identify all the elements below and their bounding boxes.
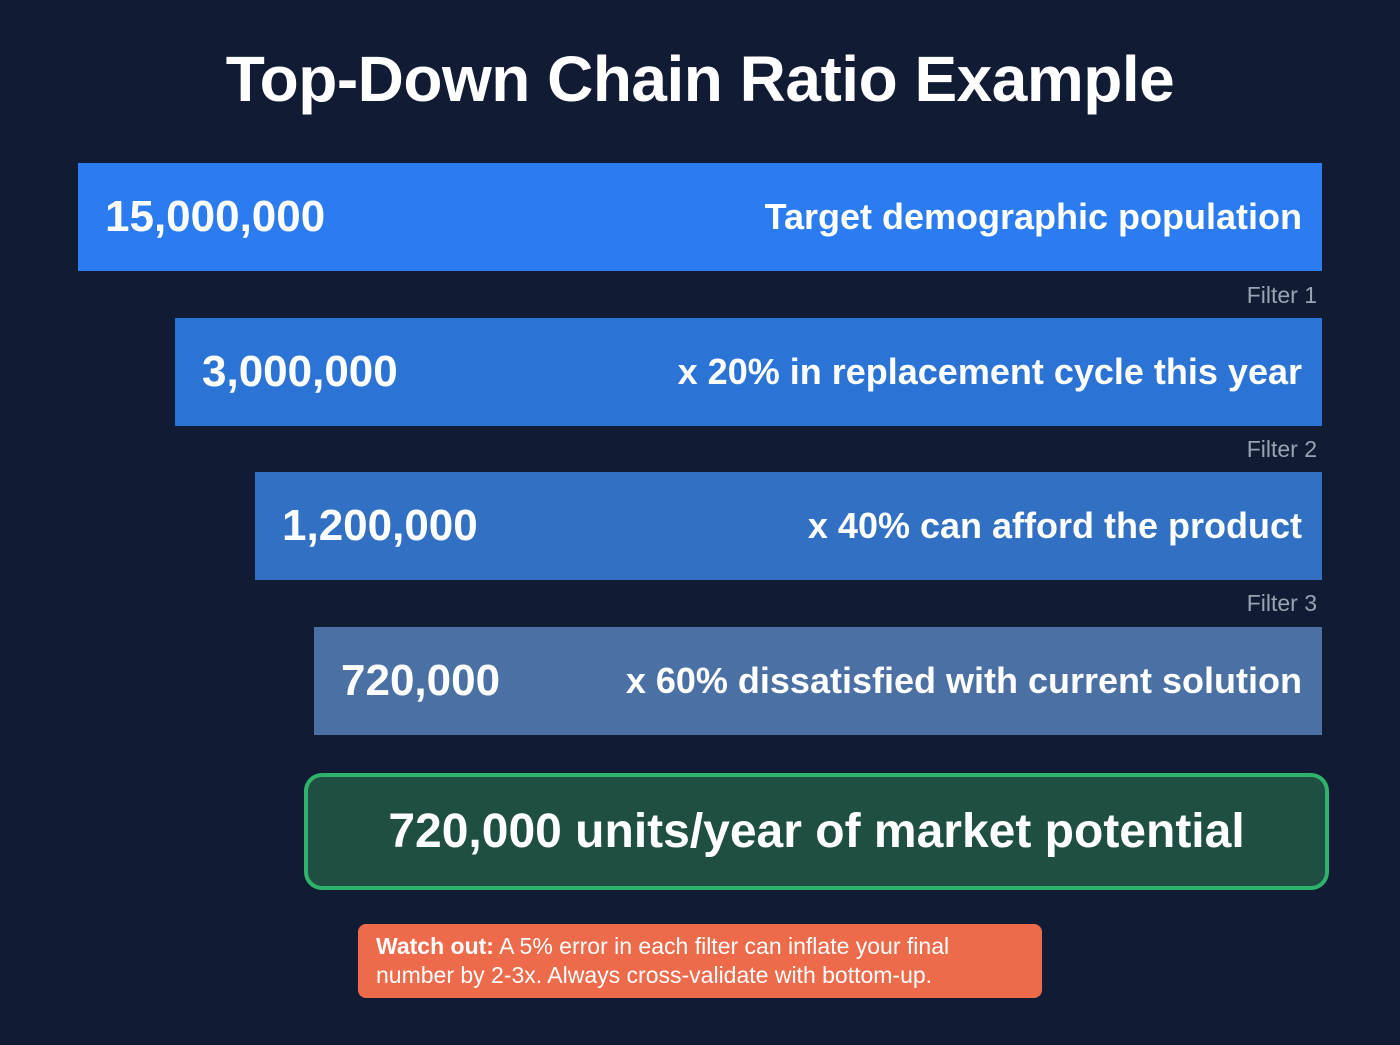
filter-label-2: Filter 2: [1246, 436, 1317, 462]
step-description: Target demographic population: [764, 196, 1302, 237]
funnel-step-can-afford: 1,200,000 x 40% can afford the product: [255, 472, 1322, 580]
result-box: 720,000 units/year of market potential: [304, 773, 1329, 890]
result-text: 720,000 units/year of market potential: [388, 805, 1245, 858]
filter-label-3: Filter 3: [1246, 590, 1317, 616]
step-value: 1,200,000: [282, 501, 478, 550]
funnel-step-replacement-cycle: 3,000,000 x 20% in replacement cycle thi…: [175, 318, 1322, 426]
funnel-step-dissatisfied: 720,000 x 60% dissatisfied with current …: [314, 627, 1322, 735]
funnel-step-population: 15,000,000 Target demographic population: [78, 163, 1322, 271]
filter-label-1: Filter 1: [1246, 282, 1317, 308]
step-description: x 40% can afford the product: [807, 505, 1302, 546]
step-value: 720,000: [341, 656, 501, 705]
warning-callout: Watch out: A 5% error in each filter can…: [358, 924, 1042, 998]
step-description: x 60% dissatisfied with current solution: [625, 660, 1302, 701]
page-title: Top-Down Chain Ratio Example: [225, 43, 1175, 115]
step-value: 3,000,000: [202, 347, 398, 396]
step-description: x 20% in replacement cycle this year: [677, 351, 1302, 392]
warning-label: Watch out:: [376, 933, 494, 959]
warning-text: A 5% error in each filter can inflate yo…: [376, 933, 950, 988]
step-value: 15,000,000: [105, 192, 326, 241]
